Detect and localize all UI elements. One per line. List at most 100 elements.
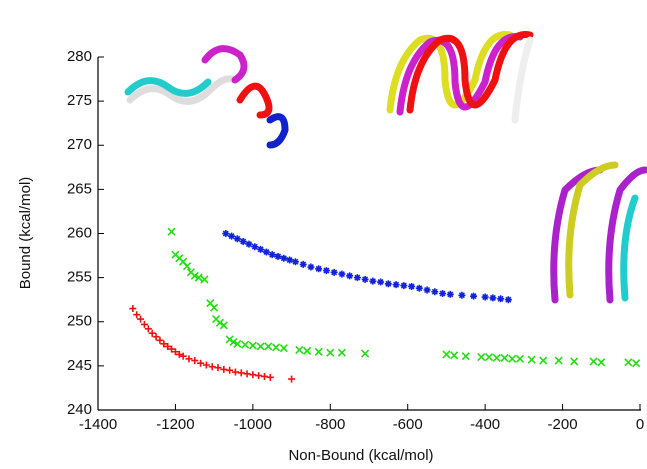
point [492, 353, 501, 362]
y-tick-label: 265 [67, 180, 92, 197]
point [231, 368, 239, 376]
point [156, 336, 164, 344]
point [257, 245, 265, 253]
point [266, 373, 274, 381]
point [228, 232, 236, 240]
point [554, 356, 563, 365]
point [484, 352, 494, 362]
protein-images [124, 31, 647, 304]
point [219, 321, 228, 330]
point [268, 251, 276, 259]
x-tick-label: 0 [636, 416, 644, 433]
ribbon [396, 33, 524, 116]
point [392, 281, 400, 289]
ribbon [266, 113, 289, 149]
point [175, 350, 183, 358]
x-tick-label: -800 [315, 416, 345, 433]
point [133, 311, 141, 319]
point [233, 235, 241, 243]
point [262, 248, 270, 256]
point [415, 284, 423, 292]
y-tick-label: 275 [67, 92, 92, 109]
y-tick-label: 245 [67, 357, 92, 374]
point [241, 340, 250, 349]
point [197, 359, 205, 367]
point [264, 342, 273, 351]
point [481, 293, 489, 301]
point [624, 358, 633, 367]
point [182, 262, 192, 271]
point [302, 346, 312, 355]
point [353, 274, 361, 282]
point [215, 318, 225, 327]
ribbon [126, 75, 239, 105]
ribbon [236, 82, 273, 119]
point [326, 348, 335, 357]
point [179, 352, 187, 360]
x-axis-label: Non-Bound (kcal/mol) [288, 447, 433, 464]
x-tick-label: -400 [470, 416, 500, 433]
point [314, 347, 323, 356]
point [191, 357, 199, 365]
point [208, 363, 216, 371]
point [295, 345, 304, 355]
point [299, 260, 307, 268]
ribbon [201, 45, 248, 84]
point [233, 339, 242, 348]
y-tick-label: 240 [67, 401, 92, 418]
point [249, 371, 257, 379]
ribbon [124, 77, 212, 97]
point [500, 353, 509, 362]
point [239, 237, 247, 245]
point [167, 227, 176, 236]
point [164, 342, 172, 350]
point [508, 354, 517, 363]
point [243, 370, 251, 378]
point [450, 351, 459, 360]
point [461, 352, 470, 361]
point [220, 365, 228, 373]
x-tick-label: -1000 [234, 416, 272, 433]
point [129, 305, 137, 313]
point [171, 348, 179, 356]
point [291, 258, 299, 266]
ribbon [386, 31, 514, 114]
point [346, 272, 354, 280]
y-tick-label: 255 [67, 269, 92, 286]
point [140, 320, 148, 328]
ribbon [565, 161, 619, 299]
x-tick-label: -1400 [79, 416, 117, 433]
point [307, 263, 315, 271]
point [315, 265, 323, 273]
x-tick-label: -1200 [156, 416, 194, 433]
point [256, 342, 265, 351]
point [458, 291, 466, 299]
point [539, 356, 548, 365]
point [589, 357, 598, 366]
point [280, 254, 288, 262]
point [527, 355, 536, 364]
y-axis-label: Bound (kcal/mol) [17, 177, 34, 290]
point [408, 282, 416, 290]
ribbon [620, 194, 639, 302]
y-tick-label: 280 [67, 48, 92, 65]
point [497, 295, 505, 303]
point [274, 252, 282, 260]
point [330, 268, 338, 276]
point [260, 372, 268, 380]
point [185, 355, 193, 363]
point [361, 275, 369, 283]
point [504, 296, 512, 304]
point [337, 348, 346, 357]
point [477, 352, 486, 362]
point [515, 354, 525, 363]
point [202, 361, 210, 369]
x-tick-label: -600 [393, 416, 423, 433]
point [288, 375, 296, 383]
point [384, 280, 392, 288]
point [144, 325, 152, 333]
point [400, 282, 408, 290]
point [222, 230, 230, 237]
point [322, 267, 330, 275]
